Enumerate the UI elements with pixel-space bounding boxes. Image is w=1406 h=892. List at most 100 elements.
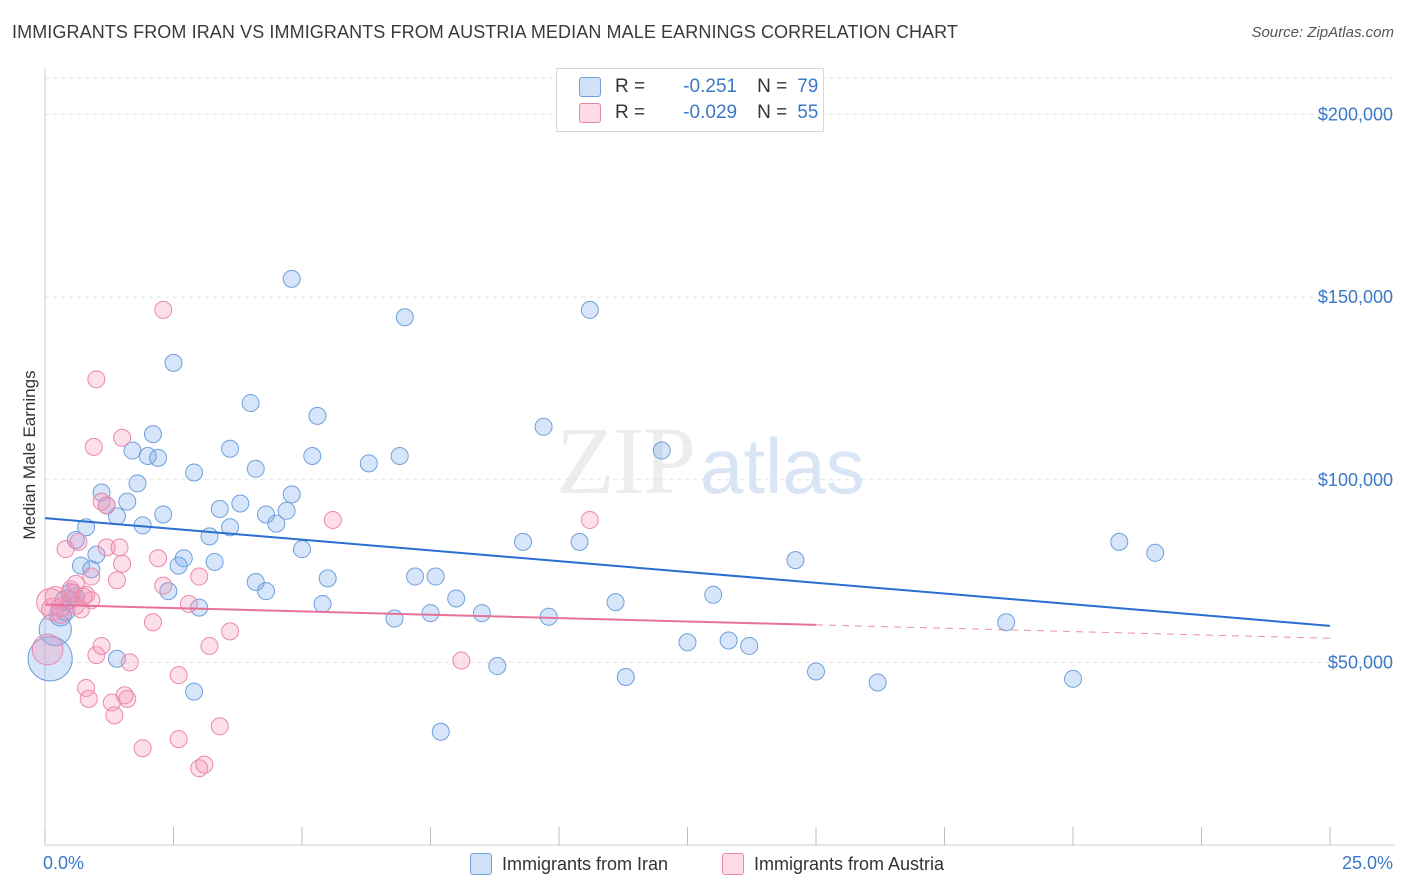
legend-swatch-austria [722,853,744,875]
data-point-iran [678,633,697,652]
data-point-iran [174,549,193,568]
data-point-austria [323,510,342,529]
data-point-austria [51,605,70,624]
data-point-austria [77,585,96,604]
legend-n-label: N = [757,102,788,123]
data-point-iran [87,545,106,564]
data-point-iran [77,518,96,537]
data-point-iran [221,518,240,537]
chart-title: IMMIGRANTS FROM IRAN VS IMMIGRANTS FROM … [12,22,959,42]
data-point-iran [570,532,589,551]
data-point-iran [205,552,224,571]
data-point-iran [447,589,466,608]
legend-item-austria[interactable]: Immigrants from Austria [722,852,944,876]
data-point-iran [210,499,229,518]
data-point-iran [241,394,260,413]
data-point-iran [27,636,73,682]
legend-r-label: R = [615,76,646,97]
legend-r-label: R = [615,102,646,123]
data-point-iran [534,417,553,436]
data-point-austria [169,666,188,685]
data-point-austria [82,567,101,586]
data-point-iran [1146,543,1165,562]
data-point-iran [282,269,301,288]
data-point-iran [786,551,805,570]
legend-n-value-iran: 79 [797,76,819,97]
legend-swatch-iran [579,77,601,97]
legend-label-iran: Immigrants from Iran [502,853,669,874]
data-point-austria [195,755,214,774]
data-point-austria [31,633,64,666]
data-point-iran [66,531,85,550]
data-point-iran [257,582,276,601]
trend-line-extension-austria [815,624,1331,639]
legend-r-value-iran: -0.251 [683,76,738,97]
data-point-iran [38,612,72,647]
legend-item-iran[interactable]: Immigrants from Iran [470,852,668,876]
data-point-iran [118,492,137,511]
y-tick-label: $200,000 [1318,105,1393,125]
data-point-iran [395,308,414,327]
data-point-iran [313,594,332,613]
data-point-austria [50,597,71,618]
legend-n-value-austria: 55 [797,102,819,123]
data-point-iran [616,667,635,686]
data-point-austria [69,532,88,551]
y-tick-label: $150,000 [1318,287,1393,307]
correlation-legend: R = -0.251 N = 79 R = -0.029 N = 55 [556,68,824,132]
data-point-austria [92,492,111,511]
data-point-austria [105,706,124,725]
data-point-austria [113,554,132,573]
data-point-austria [190,567,209,586]
data-point-austria [110,538,129,557]
data-point-iran [606,593,625,612]
data-point-austria [190,759,209,778]
legend-row-austria: R = -0.029 N = 55 [579,100,818,126]
legend-label-austria: Immigrants from Austria [754,853,945,874]
data-point-austria [169,730,188,749]
data-point-iran [308,406,327,425]
data-point-iran [221,439,240,458]
data-point-iran [185,463,204,482]
data-point-iran [277,501,296,520]
legend-r-value-austria: -0.029 [683,102,738,123]
data-point-iran [514,532,533,551]
data-point-iran [159,582,178,601]
data-point-iran [164,353,183,372]
data-point-iran [740,636,759,655]
source-label[interactable]: Source: ZipAtlas.com [1251,24,1394,41]
legend-swatch-austria [579,103,601,123]
data-point-iran [246,573,265,592]
data-point-iran [406,567,425,586]
data-point-iran [293,540,311,559]
data-point-iran [267,514,286,533]
data-point-austria [87,370,106,389]
data-point-austria [580,510,599,529]
data-point-austria [113,428,132,447]
data-point-iran [128,474,147,493]
data-point-austria [179,594,198,613]
legend-n-label: N = [757,76,788,97]
data-point-austria [120,653,139,672]
data-point-austria [133,739,152,758]
data-point-iran [143,425,162,444]
data-point-iran [997,613,1016,632]
data-point-austria [210,717,229,736]
y-tick-label: $50,000 [1328,652,1393,672]
data-point-iran [472,604,491,623]
data-point-iran [1064,669,1082,688]
data-point-austria [452,651,471,670]
data-point-iran [421,604,440,623]
data-point-austria [79,689,98,708]
legend-row-iran: R = -0.251 N = 79 [579,74,818,100]
data-point-iran [652,441,671,460]
data-point-iran [704,585,723,604]
data-point-iran [426,567,445,586]
data-point-austria [221,622,240,641]
data-point-iran [257,505,276,524]
y-tick-label: $100,000 [1318,470,1393,490]
data-point-iran [359,454,378,473]
data-point-iran [154,505,173,524]
data-point-austria [84,437,103,456]
data-point-iran [185,682,204,701]
